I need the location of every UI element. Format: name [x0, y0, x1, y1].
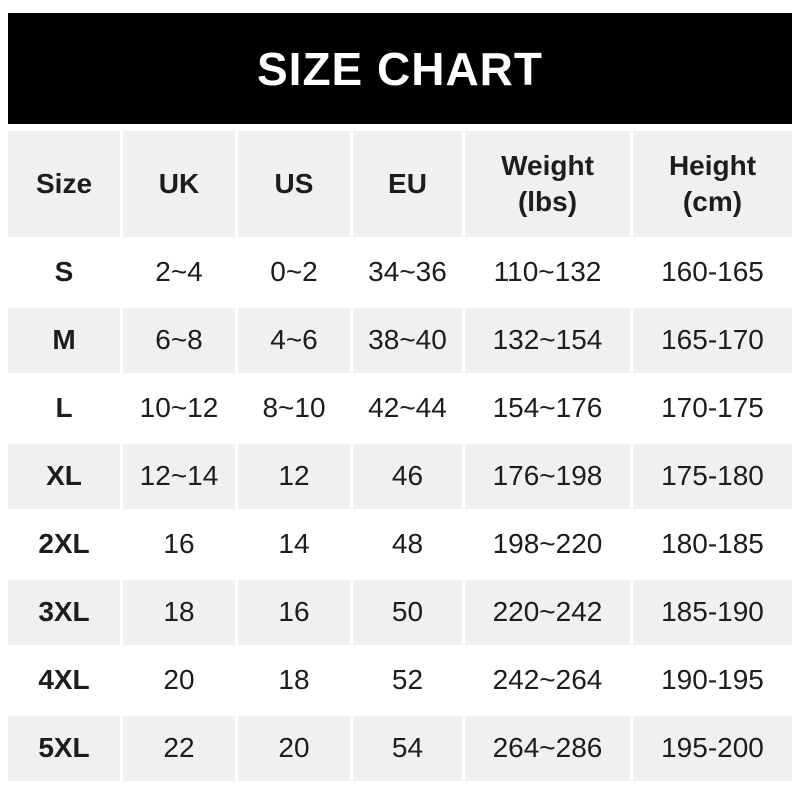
- column-header-us: US: [238, 131, 350, 237]
- size-cell: XL: [8, 444, 120, 509]
- us-cell: 12: [238, 444, 350, 509]
- height-cell: 160-165: [633, 240, 792, 305]
- us-cell: 14: [238, 512, 350, 577]
- size-table: Size UK US EU Weight (lbs) Height (cm) S…: [8, 131, 792, 781]
- us-cell: 16: [238, 580, 350, 645]
- us-cell: 20: [238, 716, 350, 781]
- eu-cell: 46: [353, 444, 462, 509]
- height-cell: 165-170: [633, 308, 792, 373]
- size-cell: L: [8, 376, 120, 441]
- height-cell: 180-185: [633, 512, 792, 577]
- uk-cell: 10~12: [123, 376, 235, 441]
- weight-cell: 154~176: [465, 376, 630, 441]
- page-title: SIZE CHART: [257, 42, 543, 95]
- column-header-eu: EU: [353, 131, 462, 237]
- height-cell: 185-190: [633, 580, 792, 645]
- us-cell: 4~6: [238, 308, 350, 373]
- us-cell: 8~10: [238, 376, 350, 441]
- title-banner: SIZE CHART: [8, 13, 792, 124]
- us-cell: 18: [238, 648, 350, 713]
- weight-cell: 198~220: [465, 512, 630, 577]
- uk-cell: 6~8: [123, 308, 235, 373]
- column-header-weight: Weight (lbs): [465, 131, 630, 237]
- size-cell: M: [8, 308, 120, 373]
- uk-cell: 20: [123, 648, 235, 713]
- weight-cell: 220~242: [465, 580, 630, 645]
- uk-cell: 2~4: [123, 240, 235, 305]
- column-header-height: Height (cm): [633, 131, 792, 237]
- weight-cell: 242~264: [465, 648, 630, 713]
- height-cell: 190-195: [633, 648, 792, 713]
- uk-cell: 18: [123, 580, 235, 645]
- uk-cell: 16: [123, 512, 235, 577]
- column-header-size: Size: [8, 131, 120, 237]
- eu-cell: 48: [353, 512, 462, 577]
- size-cell: S: [8, 240, 120, 305]
- eu-cell: 54: [353, 716, 462, 781]
- eu-cell: 34~36: [353, 240, 462, 305]
- height-cell: 170-175: [633, 376, 792, 441]
- eu-cell: 42~44: [353, 376, 462, 441]
- uk-cell: 22: [123, 716, 235, 781]
- height-cell: 175-180: [633, 444, 792, 509]
- weight-cell: 264~286: [465, 716, 630, 781]
- weight-cell: 132~154: [465, 308, 630, 373]
- eu-cell: 38~40: [353, 308, 462, 373]
- height-cell: 195-200: [633, 716, 792, 781]
- weight-cell: 110~132: [465, 240, 630, 305]
- size-cell: 3XL: [8, 580, 120, 645]
- size-cell: 4XL: [8, 648, 120, 713]
- weight-cell: 176~198: [465, 444, 630, 509]
- us-cell: 0~2: [238, 240, 350, 305]
- size-cell: 2XL: [8, 512, 120, 577]
- size-cell: 5XL: [8, 716, 120, 781]
- uk-cell: 12~14: [123, 444, 235, 509]
- eu-cell: 50: [353, 580, 462, 645]
- column-header-uk: UK: [123, 131, 235, 237]
- eu-cell: 52: [353, 648, 462, 713]
